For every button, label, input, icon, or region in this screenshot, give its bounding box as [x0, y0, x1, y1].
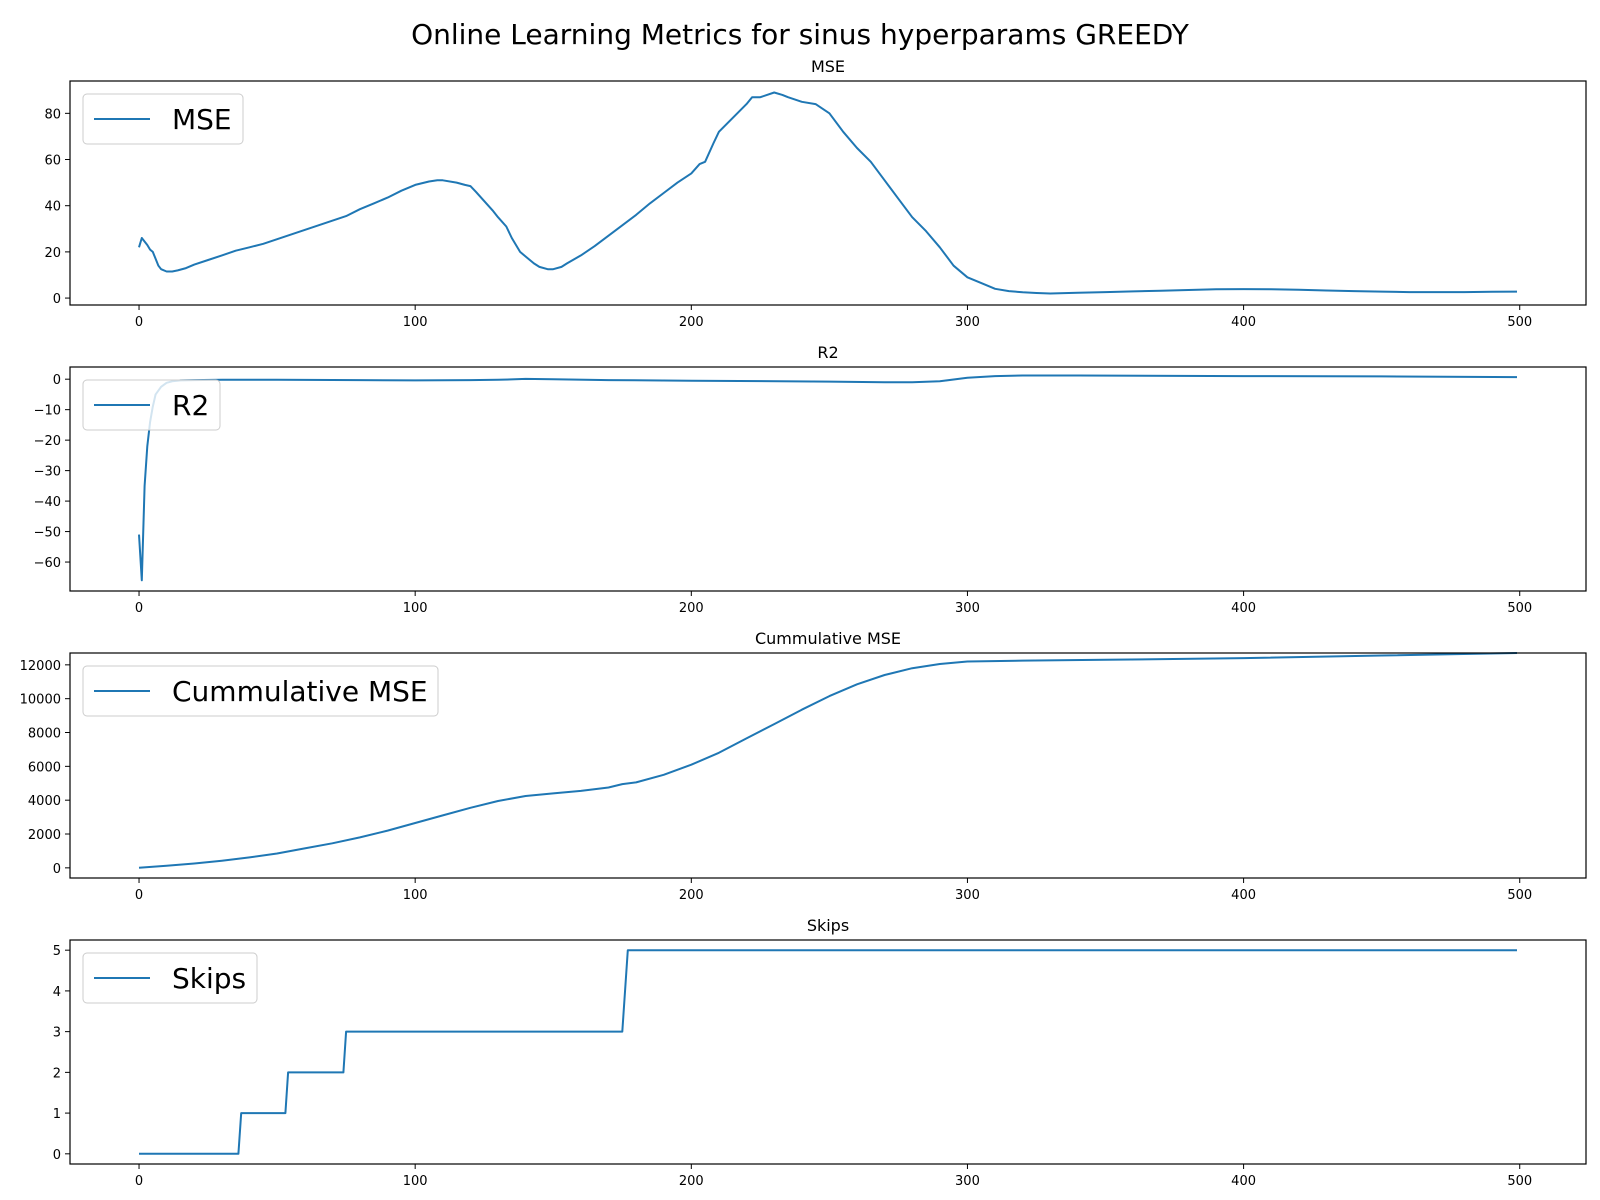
y-tick-label: 0	[53, 862, 61, 877]
y-tick-label: 3	[53, 1026, 61, 1041]
x-tick-label: 300	[955, 1174, 980, 1189]
y-tick-label: 4000	[28, 794, 61, 809]
y-tick-label: −40	[34, 495, 61, 510]
legend-box	[82, 93, 244, 145]
y-tick-label: −50	[34, 526, 61, 541]
axes-frame	[69, 80, 1587, 306]
y-tick-label: 0	[53, 1148, 61, 1163]
legend-label: Cummulative MSE	[172, 675, 428, 708]
y-tick-label: 2	[53, 1066, 61, 1081]
axes-frame	[69, 652, 1587, 879]
y-tick-label: 20	[44, 246, 61, 261]
y-tick-label: 12000	[20, 659, 61, 674]
x-tick-label: 100	[403, 1174, 428, 1189]
y-tick-label: 80	[44, 107, 61, 122]
x-tick-label: 500	[1507, 888, 1532, 903]
legend-box	[82, 665, 439, 717]
subplot-title: MSE	[811, 57, 845, 76]
x-tick-label: 400	[1231, 888, 1256, 903]
x-tick-label: 200	[679, 888, 704, 903]
y-tick-label: 60	[44, 154, 61, 169]
x-tick-label: 300	[955, 601, 980, 616]
y-tick-label: 4	[53, 985, 61, 1000]
x-tick-label: 100	[403, 601, 428, 616]
x-tick-label: 400	[1231, 601, 1256, 616]
x-tick-label: 400	[1231, 1174, 1256, 1189]
y-tick-label: −30	[34, 465, 61, 480]
legend-box	[82, 952, 258, 1004]
y-tick-label: 8000	[28, 727, 61, 742]
subplot-title: R2	[817, 343, 838, 362]
y-tick-label: −10	[34, 404, 61, 419]
y-tick-label: −60	[34, 556, 61, 571]
figure-title: Online Learning Metrics for sinus hyperp…	[411, 18, 1189, 51]
y-tick-label: 0	[53, 373, 61, 388]
series-line-mse	[138, 91, 1518, 295]
axes-frame	[69, 939, 1587, 1165]
x-tick-label: 0	[135, 315, 143, 330]
y-tick-label: 6000	[28, 760, 61, 775]
legend-label: Skips	[172, 962, 246, 995]
y-tick-label: 2000	[28, 828, 61, 843]
x-tick-label: 200	[679, 601, 704, 616]
y-tick-label: 0	[53, 292, 61, 307]
x-tick-label: 200	[679, 1174, 704, 1189]
subplot-4: Skips 0 100 200 300 400 500 0 1 2 3 4 5 Skips	[53, 916, 1587, 1189]
legend-label: R2	[172, 389, 209, 422]
subplot-1: MSE 0 100 200 300 400 500 0 20 40 60 80 MSE	[44, 57, 1587, 330]
x-tick-label: 100	[403, 888, 428, 903]
y-tick-label: 40	[44, 200, 61, 215]
subplot-3: Cummulative MSE 0 100 200 300 400 500 0 2000 4000…	[20, 629, 1587, 903]
x-tick-label: 100	[403, 315, 428, 330]
x-tick-label: 0	[135, 888, 143, 903]
legend-label: MSE	[172, 103, 232, 136]
y-tick-label: −20	[34, 434, 61, 449]
series-line-skips	[139, 949, 1517, 1155]
x-tick-label: 300	[955, 888, 980, 903]
y-tick-label: 5	[53, 944, 61, 959]
x-tick-label: 500	[1507, 601, 1532, 616]
legend-box	[82, 379, 221, 431]
subplot-2: R2 0 100 200 300 400 500 0 −10 −20 −30 −40 −50 −60 R2	[34, 343, 1587, 616]
series-line-r2	[138, 374, 1518, 582]
x-tick-label: 400	[1231, 315, 1256, 330]
series-line-cummulative-mse	[138, 652, 1518, 869]
y-tick-label: 1	[53, 1107, 61, 1122]
x-tick-label: 500	[1507, 315, 1532, 330]
subplot-title: Cummulative MSE	[755, 629, 901, 648]
x-tick-label: 0	[135, 601, 143, 616]
x-tick-label: 200	[679, 315, 704, 330]
x-tick-label: 0	[135, 1174, 143, 1189]
subplot-title: Skips	[807, 916, 849, 935]
x-tick-label: 300	[955, 315, 980, 330]
y-tick-label: 10000	[20, 693, 61, 708]
axes-frame	[69, 366, 1587, 592]
x-tick-label: 500	[1507, 1174, 1532, 1189]
